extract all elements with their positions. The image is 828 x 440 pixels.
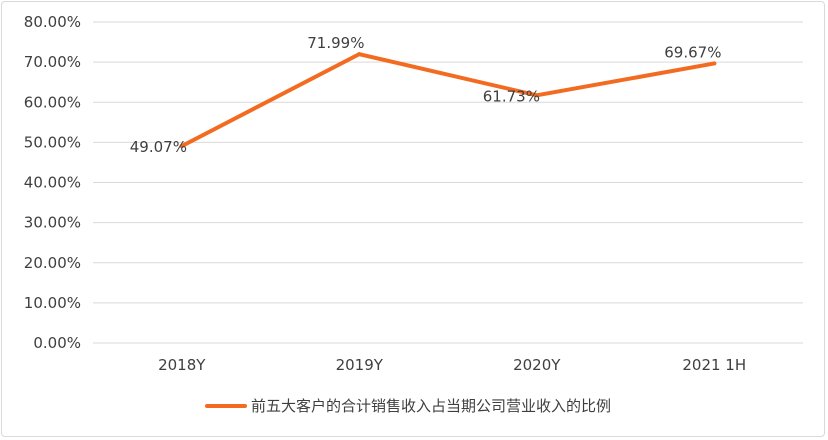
x-tick-label: 2021 1H (682, 356, 746, 374)
y-tick-label: 40.00% (24, 174, 81, 192)
x-tick-label: 2020Y (513, 356, 561, 374)
x-tick-label: 2018Y (158, 356, 206, 374)
y-tick-label: 70.00% (24, 53, 81, 71)
y-tick-label: 80.00% (24, 13, 81, 31)
series-line (179, 52, 717, 149)
y-tick-label: 50.00% (24, 133, 81, 151)
y-tick-label: 60.00% (24, 93, 81, 111)
data-label: 71.99% (307, 34, 364, 52)
y-tick-label: 20.00% (24, 254, 81, 272)
y-tick-label: 10.00% (24, 294, 81, 312)
x-axis-tick-labels: 2018Y 2019Y 2020Y 2021 1H (158, 356, 746, 374)
y-tick-label: 0.00% (33, 334, 81, 352)
data-point (712, 61, 717, 66)
y-tick-label: 30.00% (24, 214, 81, 232)
y-axis-tick-labels: 0.00% 10.00% 20.00% 30.00% 40.00% 50.00% 60.00… (24, 13, 81, 352)
legend-label: 前五大客户的合计销售收入占当期公司营业收入的比例 (251, 397, 611, 415)
data-labels: 49.07% 71.99% 61.73% 69.67% (130, 34, 722, 156)
legend: 前五大客户的合计销售收入占当期公司营业收入的比例 (205, 397, 611, 415)
data-point (534, 93, 539, 98)
data-point (179, 144, 184, 149)
data-point (357, 52, 362, 57)
data-label: 49.07% (130, 138, 187, 156)
data-label: 69.67% (664, 43, 721, 61)
data-label: 61.73% (483, 87, 540, 105)
series-layer (179, 52, 717, 149)
x-tick-label: 2019Y (336, 356, 384, 374)
gridlines (93, 21, 803, 344)
